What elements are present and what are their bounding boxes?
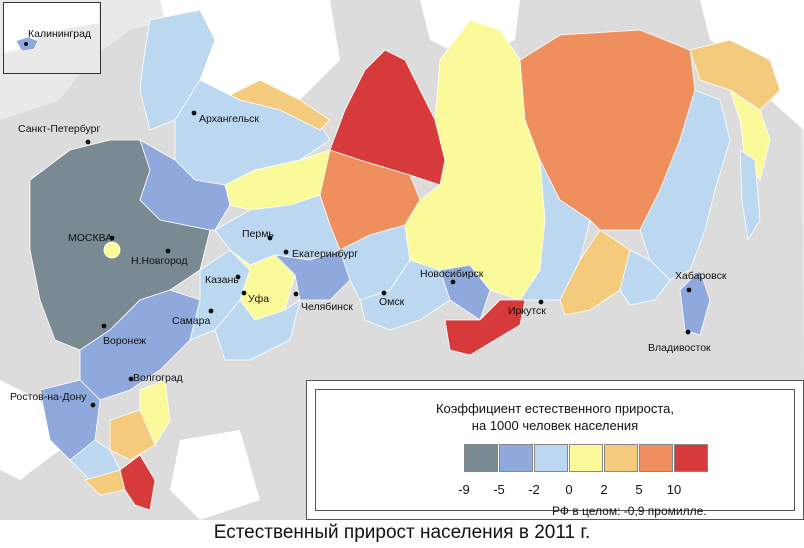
legend-tick-label: 10	[666, 482, 682, 497]
city-label: Волгоград	[133, 372, 183, 384]
legend-tick-label: 0	[565, 482, 573, 497]
region-chelyabinsk-blue	[273, 249, 351, 301]
region-magadan-yellow	[689, 39, 781, 111]
city-label: Екатеринбург	[292, 248, 358, 260]
city-label: Владивосток	[648, 342, 711, 354]
sea	[170, 430, 260, 520]
kaliningrad-inset: Калининград	[3, 2, 101, 74]
legend: Коэффициент естественного прироста, на 1…	[306, 380, 804, 520]
legend-frame: Коэффициент естественного прироста, на 1…	[315, 389, 795, 518]
city-label: Челябинск	[301, 301, 353, 313]
city-label: Уфа	[248, 293, 269, 305]
city-label: Н.Новгород	[131, 255, 188, 267]
city-dot	[267, 235, 273, 241]
legend-tick-label: -9	[458, 482, 470, 497]
legend-swatch	[674, 444, 708, 472]
map-area: Санкт-Петербург Архангельск МОСКВА Н.Нов…	[0, 0, 804, 520]
legend-swatch	[569, 444, 603, 472]
region-sakhalin-light	[739, 149, 761, 242]
city-dot	[538, 299, 544, 305]
city-label: Омск	[379, 296, 405, 308]
legend-tick-label: 2	[600, 482, 608, 497]
city-label: МОСКВА	[68, 232, 112, 244]
region-kamchatka-yellow	[729, 89, 771, 181]
city-dot	[165, 248, 171, 254]
region-stavropol-light	[69, 439, 121, 481]
region-yamal-red	[329, 49, 446, 186]
city-label: Пермь	[242, 228, 274, 240]
city-dot	[90, 402, 96, 408]
city-dot	[235, 274, 241, 280]
region-tuva-red	[444, 299, 526, 356]
city-label: Новосибирск	[420, 268, 484, 280]
city-label: Самара	[172, 315, 210, 327]
region-kalmykia-orange	[109, 409, 156, 461]
city-label: Иркутск	[508, 305, 546, 317]
region-amur-light	[619, 249, 671, 306]
region-nenets	[229, 79, 331, 131]
region-primorye-blue	[679, 269, 711, 336]
city-dot	[24, 42, 28, 46]
legend-swatch	[604, 444, 638, 472]
city-dot	[208, 308, 214, 314]
city-dot	[293, 291, 299, 297]
legend-title-line1: Коэффициент естественного прироста,	[435, 401, 674, 416]
legend-ticks: -9 -5 -2 0 2 5 10	[316, 482, 794, 500]
city-dot	[686, 287, 692, 293]
city-label: Хабаровск	[675, 270, 727, 282]
map-caption: Естественный прирост населения в 2011 г.	[213, 522, 591, 543]
city-dot	[85, 139, 91, 145]
region-moscow	[103, 241, 121, 259]
city-dot	[128, 376, 134, 382]
russia-regions-map: Санкт-Петербург Архангельск МОСКВА Н.Нов…	[0, 0, 804, 520]
city-dot	[109, 235, 115, 241]
city-label: Санкт-Петербург	[18, 123, 101, 135]
city-dot	[381, 290, 387, 296]
city-dot	[685, 329, 691, 335]
legend-swatch	[534, 444, 568, 472]
city-label: Архангельск	[199, 113, 259, 125]
legend-swatch	[639, 444, 673, 472]
sea	[0, 380, 60, 480]
legend-swatch	[464, 444, 498, 472]
legend-title-line2: на 1000 человек населения	[471, 418, 639, 433]
city-dot	[450, 279, 456, 285]
kaliningrad-inset-map: Калининград	[4, 3, 99, 53]
legend-color-scale	[464, 444, 709, 472]
city-label: Воронеж	[103, 335, 146, 347]
city-dot	[101, 323, 107, 329]
city-label-kaliningrad: Калининград	[28, 28, 91, 40]
city-label: Ростов-на-Дону	[10, 391, 87, 403]
city-dot	[241, 290, 247, 296]
region-chechnya-red	[119, 454, 156, 511]
region-orenburg-light	[214, 299, 301, 361]
city-dot	[191, 110, 197, 116]
legend-tick-label: -2	[528, 482, 540, 497]
legend-swatch	[499, 444, 533, 472]
legend-title: Коэффициент естественного прироста, на 1…	[316, 400, 794, 434]
legend-tick-label: -5	[493, 482, 505, 497]
city-dot	[283, 249, 289, 255]
city-label: Казань	[205, 274, 239, 286]
legend-tick-label: 5	[635, 482, 643, 497]
legend-note: РФ в целом: -0,9 промилле.	[552, 504, 707, 518]
